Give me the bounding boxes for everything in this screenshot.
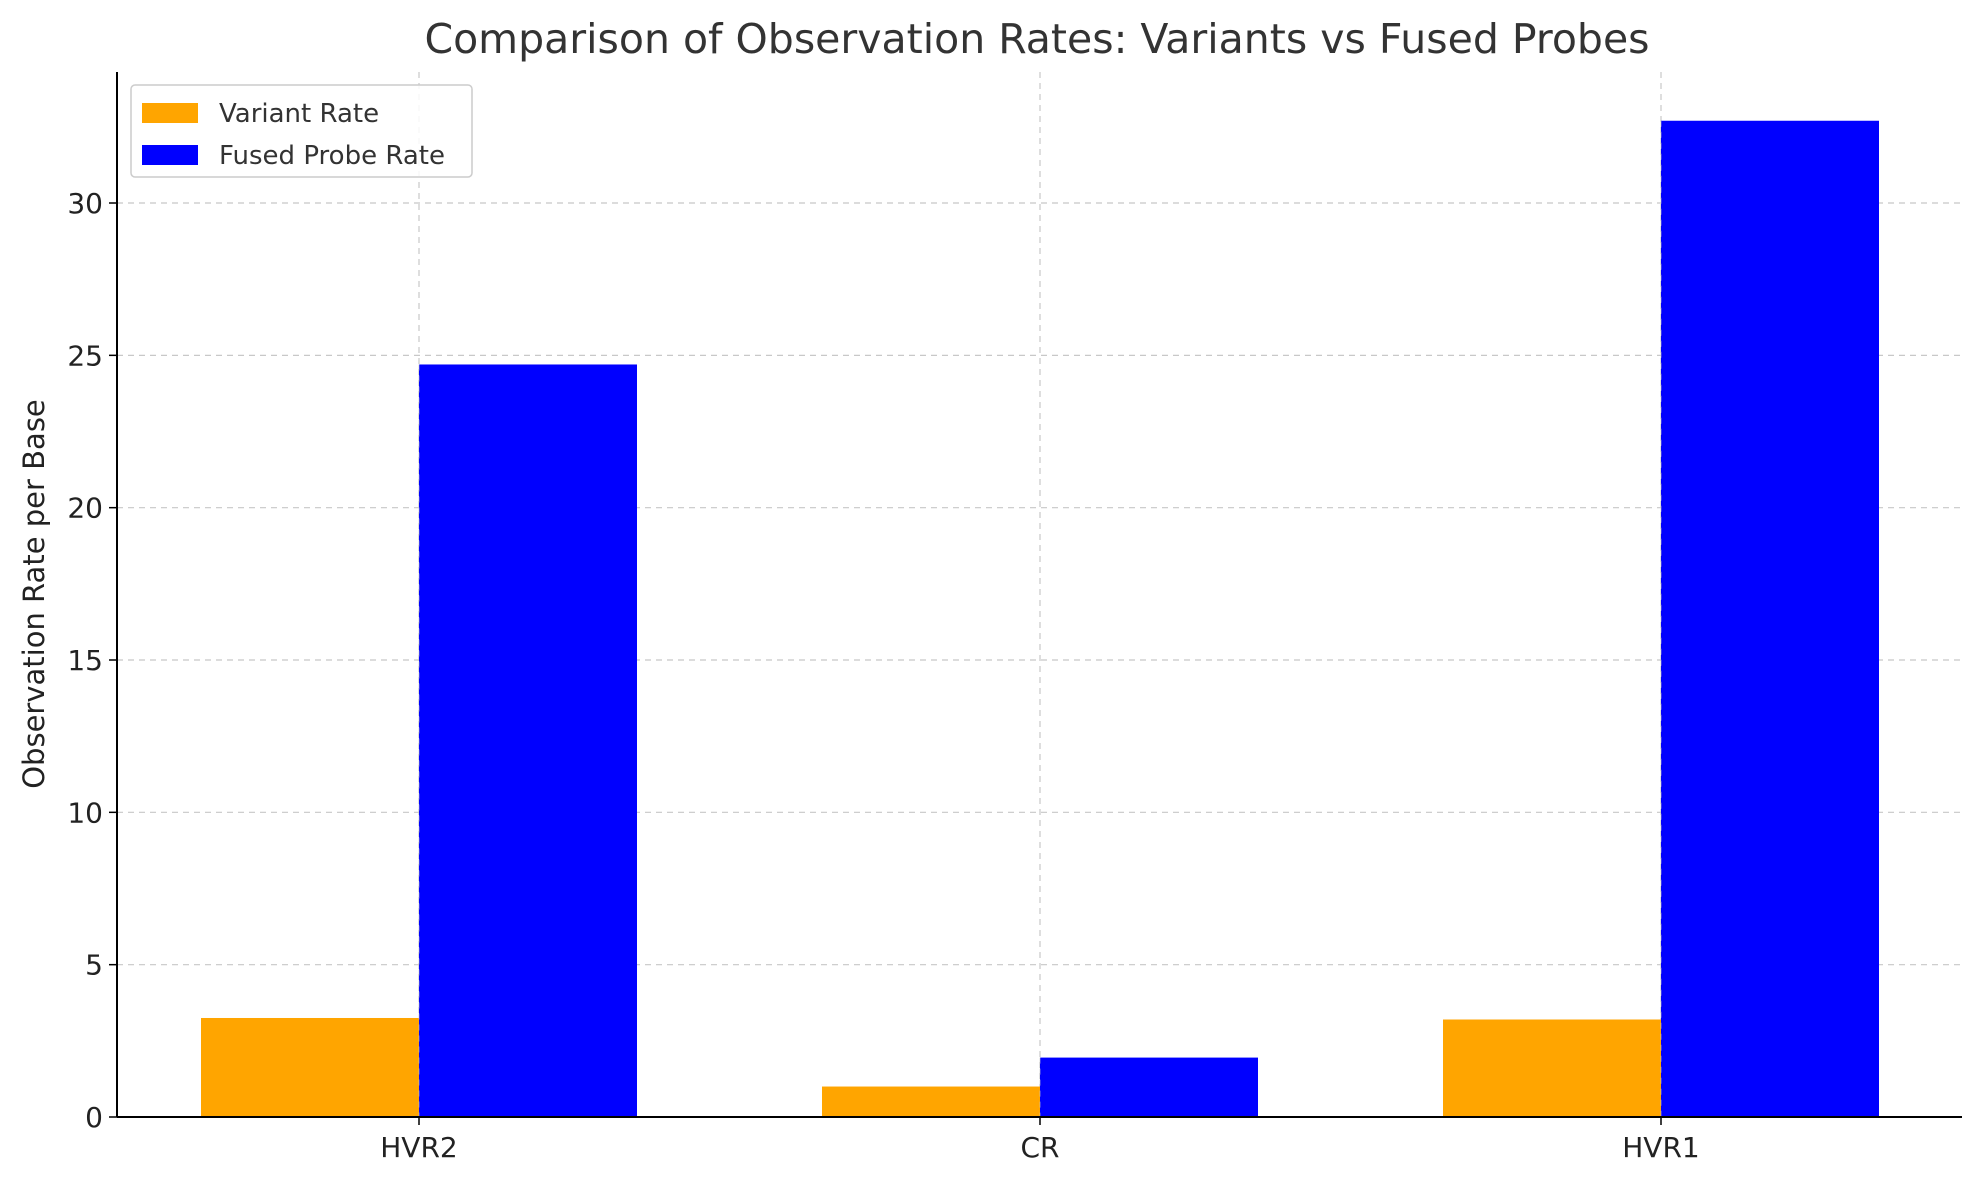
bar-variant-rate-hvr1	[1443, 1019, 1661, 1117]
y-tick-label: 10	[67, 796, 103, 829]
y-tick-label: 5	[85, 949, 103, 982]
legend-swatch	[142, 103, 198, 123]
x-tick-label: CR	[1020, 1131, 1059, 1164]
bar-fused-probe-rate-hvr1	[1661, 120, 1879, 1118]
y-tick-label: 0	[85, 1101, 103, 1134]
legend-label: Fused Probe Rate	[219, 141, 445, 171]
y-tick-label: 15	[67, 644, 103, 677]
chart-title: Comparison of Observation Rates: Variant…	[424, 15, 1649, 63]
axes	[109, 72, 1962, 1125]
legend-label: Variant Rate	[219, 99, 379, 129]
legend-box	[130, 84, 473, 178]
bars	[201, 120, 1879, 1118]
bar-variant-rate-cr	[822, 1086, 1040, 1117]
y-axis-label: Observation Rate per Base	[17, 399, 51, 789]
x-tick-label: HVR2	[380, 1131, 457, 1164]
y-tick-label: 30	[67, 187, 103, 220]
bar-fused-probe-rate-cr	[1040, 1057, 1258, 1117]
legend-swatch	[142, 145, 198, 165]
y-tick-label: 25	[67, 339, 103, 372]
y-tick-label: 20	[67, 492, 103, 525]
tick-labels: 0 5 10 15 20 25 30 HVR2 CR HVR1	[67, 187, 1699, 1164]
legend: Variant Rate Fused Probe Rate	[130, 84, 473, 178]
x-tick-label: HVR1	[1622, 1131, 1699, 1164]
bar-fused-probe-rate-hvr2	[419, 364, 637, 1117]
bar-variant-rate-hvr2	[201, 1017, 419, 1117]
